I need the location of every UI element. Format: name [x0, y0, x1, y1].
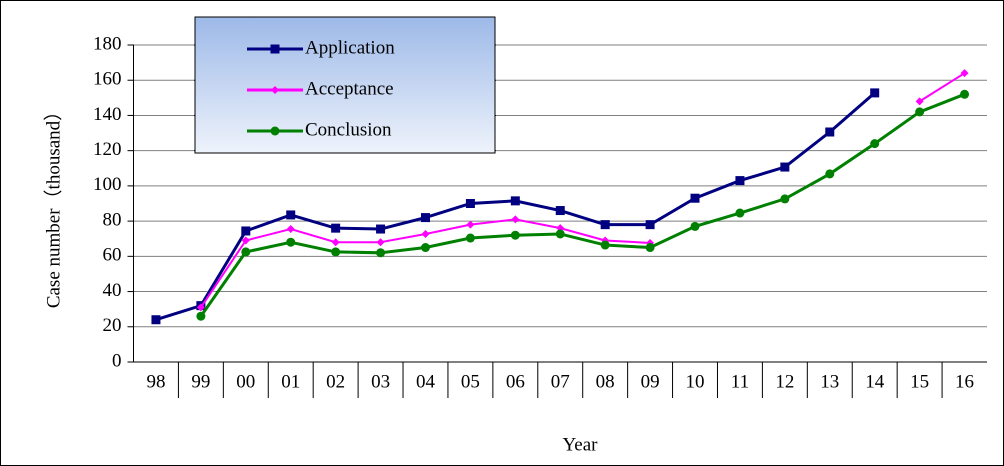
x-tick-label: 12: [775, 371, 794, 392]
marker: [376, 224, 386, 234]
marker: [286, 210, 296, 220]
marker: [421, 229, 430, 238]
marker: [780, 194, 790, 204]
x-tick-label: 07: [551, 371, 570, 392]
legend-box: [194, 16, 496, 154]
legend-label: Application: [305, 37, 395, 58]
marker: [196, 311, 206, 321]
marker: [271, 86, 279, 94]
line: [199, 92, 966, 318]
marker: [645, 220, 655, 230]
marker: [645, 243, 655, 253]
marker: [690, 221, 700, 231]
x-tick-label: 05: [461, 371, 480, 392]
x-tick-label: 13: [820, 371, 839, 392]
marker: [466, 220, 475, 229]
marker: [510, 196, 520, 206]
x-tick-label: 03: [371, 371, 390, 392]
marker: [196, 303, 205, 312]
x-tick-label: 04: [416, 371, 436, 392]
series: [196, 89, 970, 321]
x-tick-label: 02: [326, 371, 345, 392]
marker: [511, 215, 520, 224]
y-tick-label: 0: [112, 350, 122, 371]
marker: [420, 213, 430, 223]
marker: [870, 139, 880, 149]
y-tick-label: 120: [93, 139, 122, 160]
marker: [870, 88, 880, 98]
x-tick-label: 09: [641, 371, 660, 392]
marker: [241, 247, 251, 257]
y-tick-label: 100: [93, 174, 122, 195]
marker: [735, 208, 745, 218]
series: [151, 88, 880, 325]
y-tick-label: 140: [93, 104, 122, 125]
marker: [825, 169, 835, 179]
marker: [331, 223, 341, 233]
marker: [915, 97, 924, 106]
marker: [735, 176, 745, 186]
marker: [960, 89, 970, 99]
marker: [151, 315, 161, 325]
marker: [376, 248, 386, 258]
marker: [465, 199, 475, 208]
x-tick-label: 08: [596, 371, 615, 392]
x-tick-label: 00: [236, 371, 255, 392]
marker: [510, 230, 520, 240]
marker: [270, 126, 280, 136]
legend-label: Acceptance: [305, 78, 394, 99]
marker: [420, 243, 430, 253]
y-tick-label: 80: [103, 209, 122, 230]
marker: [600, 220, 610, 230]
x-tick-label: 16: [955, 371, 974, 392]
marker: [286, 237, 296, 247]
y-tick-label: 60: [103, 245, 122, 266]
y-tick-label: 180: [93, 33, 122, 54]
marker: [241, 226, 251, 236]
x-axis-title: Year: [562, 434, 598, 455]
marker: [270, 44, 280, 54]
x-tick-label: 11: [731, 371, 749, 392]
marker: [960, 69, 969, 78]
x-tick-label: 01: [281, 371, 300, 392]
marker: [465, 233, 475, 243]
x-tick-label: 14: [865, 371, 885, 392]
x-tick-label: 15: [910, 371, 929, 392]
y-tick-label: 160: [93, 69, 122, 90]
marker: [915, 107, 925, 117]
x-tick-label: 99: [191, 371, 210, 392]
marker: [555, 206, 565, 216]
marker: [555, 229, 565, 239]
x-tick-label: 10: [686, 371, 705, 392]
marker: [331, 247, 341, 257]
marker: [690, 193, 700, 203]
marker: [376, 238, 385, 247]
marker: [780, 162, 790, 172]
x-tick-label: 98: [146, 371, 165, 392]
marker: [286, 225, 295, 234]
marker: [600, 240, 610, 250]
y-axis-title: Case number（thousand）: [42, 102, 64, 308]
marker: [331, 238, 340, 247]
marker: [825, 127, 835, 137]
x-tick-label: 06: [506, 371, 525, 392]
y-tick-label: 40: [103, 280, 122, 301]
marker: [241, 236, 250, 245]
y-tick-label: 20: [103, 315, 122, 336]
legend-label: Conclusion: [305, 119, 392, 140]
